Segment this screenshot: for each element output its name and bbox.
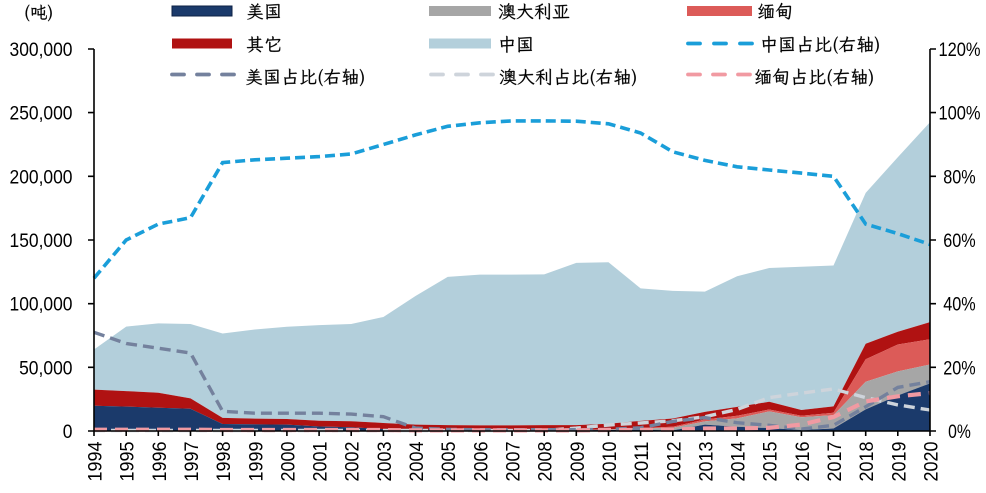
svg-text:150,000: 150,000 — [10, 230, 73, 252]
svg-text:1996: 1996 — [149, 442, 171, 482]
svg-text:50,000: 50,000 — [19, 357, 73, 379]
svg-text:2010: 2010 — [599, 441, 621, 481]
svg-text:2014: 2014 — [728, 441, 750, 481]
svg-text:1995: 1995 — [117, 441, 139, 481]
svg-text:100,000: 100,000 — [10, 294, 73, 316]
svg-text:80%: 80% — [943, 166, 975, 188]
svg-text:1999: 1999 — [245, 442, 267, 482]
svg-text:2020: 2020 — [921, 441, 943, 481]
svg-text:2008: 2008 — [535, 442, 557, 482]
svg-text:60%: 60% — [943, 230, 975, 252]
svg-text:250,000: 250,000 — [10, 103, 73, 125]
svg-text:20%: 20% — [943, 357, 975, 379]
svg-text:2012: 2012 — [663, 442, 685, 482]
svg-text:2016: 2016 — [792, 442, 814, 482]
svg-text:120%: 120% — [938, 39, 980, 61]
svg-text:200,000: 200,000 — [10, 166, 73, 188]
svg-text:2005: 2005 — [438, 441, 460, 481]
svg-text:0: 0 — [63, 421, 73, 443]
svg-text:2002: 2002 — [342, 442, 364, 482]
svg-text:2009: 2009 — [567, 442, 589, 482]
svg-text:1998: 1998 — [213, 442, 235, 482]
svg-text:2004: 2004 — [406, 441, 428, 481]
svg-text:2013: 2013 — [695, 442, 717, 482]
svg-text:2006: 2006 — [470, 442, 492, 482]
svg-text:2015: 2015 — [760, 441, 782, 481]
svg-text:2019: 2019 — [888, 442, 910, 482]
svg-text:2003: 2003 — [374, 442, 396, 482]
svg-text:2001: 2001 — [310, 442, 332, 482]
svg-text:2011: 2011 — [631, 442, 653, 482]
svg-text:0%: 0% — [948, 421, 971, 443]
svg-text:1994: 1994 — [85, 441, 107, 481]
svg-text:2007: 2007 — [503, 442, 525, 482]
svg-text:300,000: 300,000 — [10, 39, 73, 61]
svg-text:1997: 1997 — [181, 442, 203, 482]
svg-text:2018: 2018 — [856, 442, 878, 482]
svg-text:2000: 2000 — [277, 441, 299, 481]
svg-text:40%: 40% — [943, 294, 975, 316]
svg-text:100%: 100% — [938, 103, 980, 125]
svg-text:2017: 2017 — [824, 442, 846, 482]
